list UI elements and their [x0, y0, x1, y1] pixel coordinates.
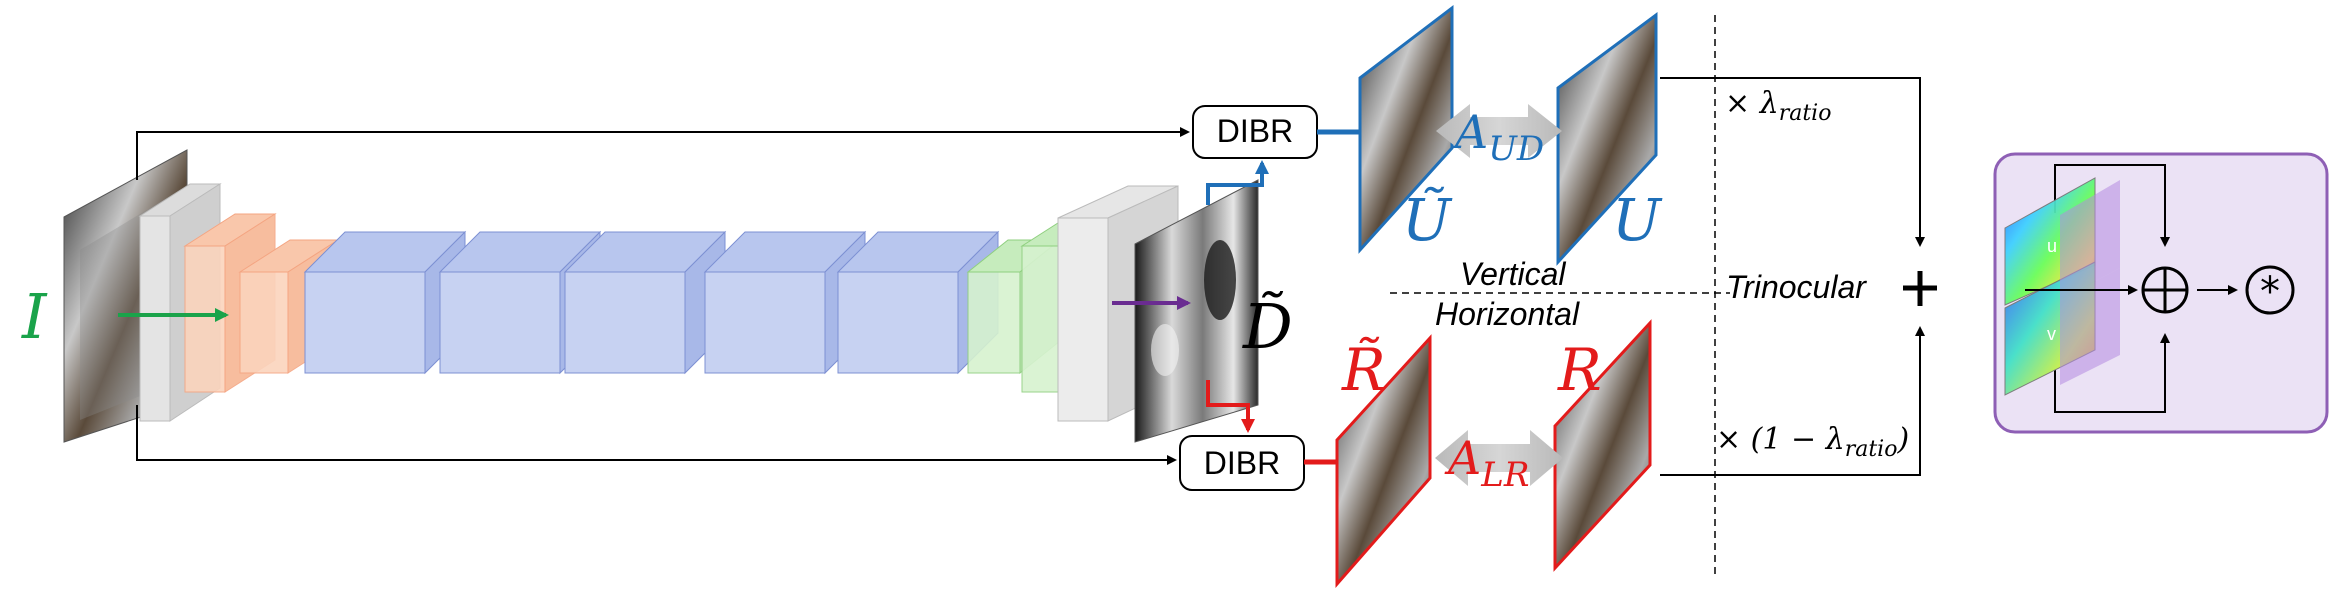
- depth-to-dibr-bottom-arrow: [1206, 380, 1255, 433]
- u-tilde-label: Ũ: [1402, 186, 1453, 254]
- trinocular-label: Trinocular: [1726, 269, 1867, 305]
- bottom-branch-line: [1660, 326, 1925, 476]
- a-ud-double-arrow: [1436, 104, 1562, 158]
- bottleneck-blocks: [303, 230, 1000, 375]
- horizontal-label: Horizontal: [1435, 296, 1580, 332]
- depth-map: [1134, 179, 1259, 443]
- svg-text:*: *: [2260, 269, 2280, 315]
- skip-line-bottom: [136, 405, 1177, 465]
- a-ud-label: AUD: [1451, 105, 1544, 169]
- vertical-label: Vertical: [1460, 256, 1566, 292]
- r-view: [1553, 319, 1652, 572]
- top-branch-line: [1660, 77, 1925, 247]
- lambda-top-label: × λratio: [1725, 86, 1831, 126]
- a-lr-double-arrow: [1435, 430, 1563, 486]
- r-tilde-view: [1335, 334, 1432, 588]
- r-tilde-label: R̃: [1341, 335, 1386, 404]
- dibr-top-box: DIBR: [1192, 105, 1318, 159]
- circled-plus-icon: [2141, 266, 2189, 314]
- lambda-bottom-label: × (1 − λratio): [1716, 422, 1909, 462]
- dibr-top-label: DIBR: [1217, 113, 1293, 149]
- u-tilde-view: [1358, 4, 1454, 254]
- a-lr-label: ALR: [1444, 431, 1529, 495]
- circled-asterisk-icon: *: [2245, 265, 2295, 315]
- bottleneck-block-3: [563, 230, 727, 375]
- u-view: [1556, 12, 1658, 266]
- u-label: U: [1612, 186, 1663, 254]
- dibr-bottom-label: DIBR: [1204, 445, 1280, 481]
- skip-line-top: [136, 127, 1190, 180]
- dibr-bottom-box: DIBR: [1179, 435, 1305, 491]
- input-label: I: [21, 280, 48, 353]
- inset-u-label: u: [2047, 236, 2057, 256]
- inset-v-label: v: [2047, 324, 2056, 344]
- r-label: R: [1557, 336, 1602, 404]
- depth-to-dibr-top-arrow: [1206, 160, 1269, 205]
- fusion-inset-panel: u v *: [1993, 152, 2329, 434]
- plus-icon: [1903, 271, 1937, 306]
- depth-label: D̃: [1242, 290, 1293, 363]
